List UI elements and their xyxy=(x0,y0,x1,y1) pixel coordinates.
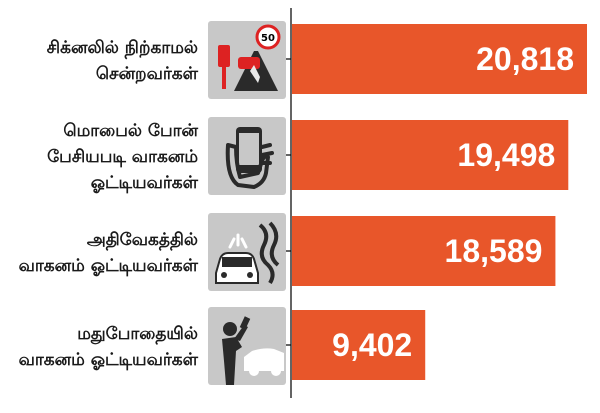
bar xyxy=(292,310,426,380)
skidding-car-icon xyxy=(208,213,286,291)
bar xyxy=(292,24,587,94)
svg-text:50: 50 xyxy=(261,33,275,44)
bar-group: மொபைல் போன் பேசியபடி வாகனம் ஓட்டியவர்கள் 19… xyxy=(47,117,569,195)
category-label: வாகனம் ஓட்டியவர்கள் xyxy=(19,256,199,276)
mobile-phone-in-hand-icon xyxy=(208,117,286,195)
category-label: வாகனம் ஓட்டியவர்கள் xyxy=(19,350,199,370)
bar-group: 50 சிக்னலில் நிற்காமல் சென்றவர்கள் 20,818 xyxy=(47,21,587,99)
category-label: அதிவேகத்தில் xyxy=(87,230,198,250)
speed-limit-50-icon: 50 xyxy=(208,21,286,99)
bar xyxy=(292,216,556,286)
category-label: மொபைல் போன் xyxy=(63,121,198,141)
category-label: சென்றவர்கள் xyxy=(96,64,199,84)
value-label: 9,402 xyxy=(332,327,412,363)
bar xyxy=(292,120,569,190)
category-label: ஓட்டியவர்கள் xyxy=(91,173,199,193)
category-label: சிக்னலில் நிற்காமல் xyxy=(47,38,198,60)
value-label: 18,589 xyxy=(445,233,543,269)
bar-group: மதுபோதையில் வாகனம் ஓட்டியவர்கள் 9,402 xyxy=(19,307,426,385)
category-label: மதுபோதையில் xyxy=(77,324,198,344)
value-label: 19,498 xyxy=(457,137,555,173)
bar-group: அதிவேகத்தில் வாகனம் ஓட்டியவர்கள் 18,589 xyxy=(19,213,556,291)
value-label: 20,818 xyxy=(476,41,574,77)
category-label: பேசியபடி வாகனம் xyxy=(47,147,198,167)
drunk-driver-car-icon xyxy=(208,307,286,385)
